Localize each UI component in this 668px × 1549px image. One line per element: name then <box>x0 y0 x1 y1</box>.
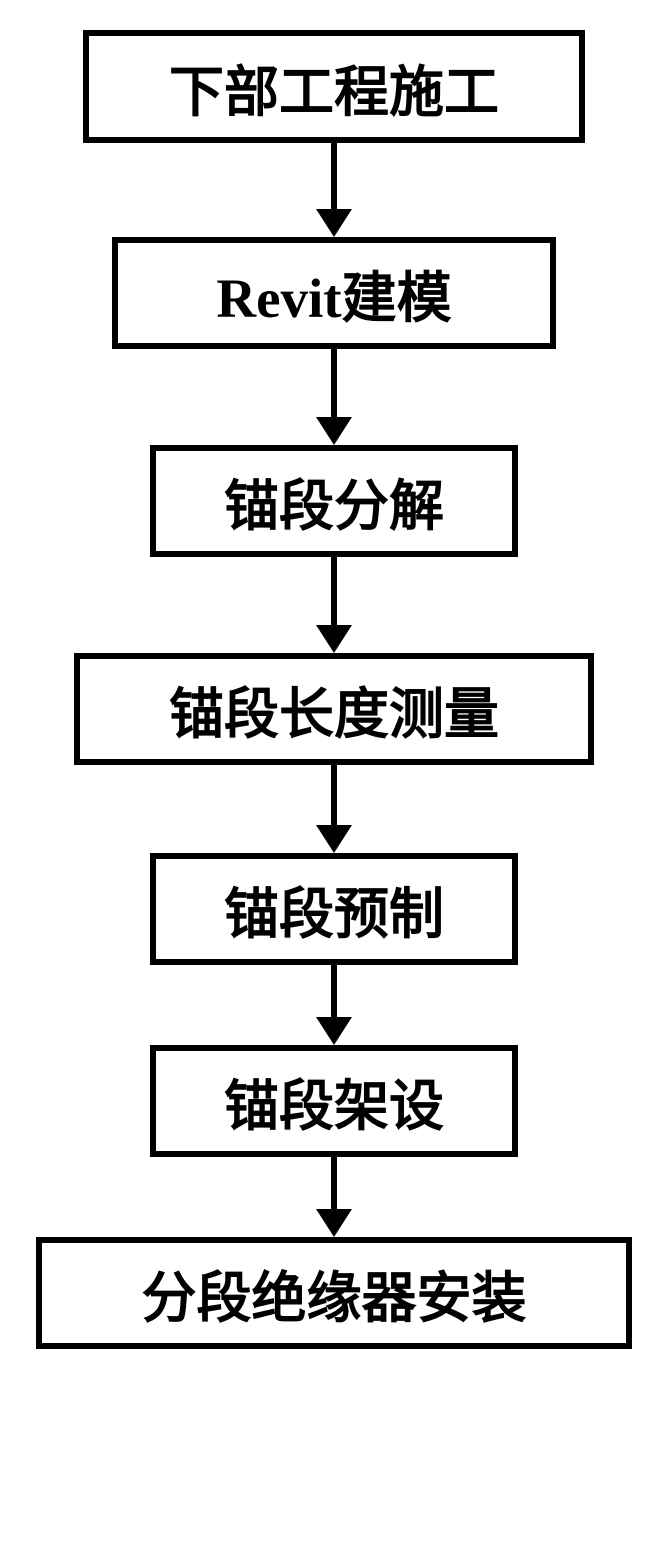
arrow-shaft <box>331 1157 337 1209</box>
flowchart-node-step4: 锚段长度测量 <box>74 653 594 765</box>
arrow-shaft <box>331 965 337 1017</box>
arrow-icon <box>316 143 352 237</box>
flowchart-node-step6: 锚段架设 <box>150 1045 518 1157</box>
flowchart-container: 下部工程施工 Revit建模 锚段分解 锚段长度测量 锚段预制 锚段架设 分 <box>0 0 668 1349</box>
flowchart-node-step1: 下部工程施工 <box>83 30 585 143</box>
arrow-icon <box>316 349 352 445</box>
flowchart-node-step3: 锚段分解 <box>150 445 518 557</box>
arrow-icon <box>316 765 352 853</box>
node-label: 锚段长度测量 <box>169 669 499 749</box>
flowchart-node-step5: 锚段预制 <box>150 853 518 965</box>
node-label: 锚段架设 <box>224 1061 444 1141</box>
arrow-head-icon <box>316 625 352 653</box>
arrow-head-icon <box>316 825 352 853</box>
node-label: 锚段预制 <box>224 869 444 949</box>
flowchart-node-step7: 分段绝缘器安装 <box>36 1237 632 1349</box>
arrow-shaft <box>331 765 337 825</box>
arrow-shaft <box>331 557 337 625</box>
node-label: Revit建模 <box>216 253 451 333</box>
arrow-shaft <box>331 349 337 417</box>
arrow-head-icon <box>316 417 352 445</box>
arrow-shaft <box>331 143 337 209</box>
arrow-head-icon <box>316 1017 352 1045</box>
flowchart-node-step2: Revit建模 <box>112 237 556 349</box>
arrow-head-icon <box>316 1209 352 1237</box>
arrow-icon <box>316 557 352 653</box>
node-label: 分段绝缘器安装 <box>141 1253 526 1333</box>
node-label: 下部工程施工 <box>169 47 499 127</box>
arrow-icon <box>316 1157 352 1237</box>
arrow-head-icon <box>316 209 352 237</box>
node-label: 锚段分解 <box>224 461 444 541</box>
arrow-icon <box>316 965 352 1045</box>
